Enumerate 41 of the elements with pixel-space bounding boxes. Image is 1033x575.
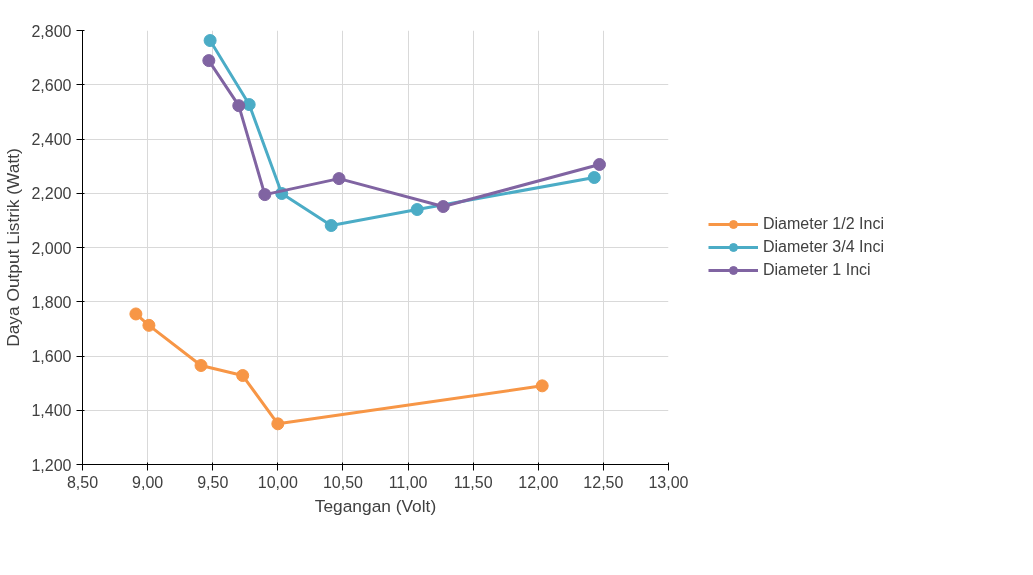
- point: [236, 369, 250, 383]
- x-tick-label: 9,00: [132, 473, 164, 491]
- point: [203, 34, 217, 48]
- x-tick-label: 9,50: [197, 473, 229, 491]
- x-tick-label: 12,50: [583, 473, 624, 491]
- x-tick-label: 13,00: [648, 473, 689, 491]
- y-tick-label: 1,800: [31, 293, 72, 311]
- point: [324, 219, 338, 233]
- point: [232, 99, 246, 113]
- point: [271, 417, 285, 431]
- point: [202, 54, 216, 68]
- point: [587, 171, 601, 185]
- point: [129, 307, 143, 321]
- point: [410, 203, 424, 217]
- legend-label: Diameter 1 Inci: [763, 261, 871, 279]
- x-axis-title: Tegangan (Volt): [314, 495, 437, 516]
- point: [242, 98, 256, 112]
- y-tick-label: 1,200: [31, 456, 72, 474]
- x-tick-label: 10,00: [257, 473, 298, 491]
- y-tick-label: 2,200: [31, 185, 72, 203]
- point: [194, 359, 208, 372]
- y-axis-title: Daya Output Listrik (Watt): [3, 148, 24, 347]
- x-tick-label: 8,50: [66, 473, 99, 491]
- point: [592, 158, 606, 171]
- legend-label: Diameter 1/2 Inci: [763, 215, 884, 233]
- y-tick-label: 1,600: [31, 348, 72, 365]
- y-tick-label: 2,600: [31, 76, 72, 94]
- y-tick-label: 2,400: [31, 131, 72, 148]
- x-tick-label: 11,50: [453, 473, 493, 491]
- x-tick-label: 10,50: [322, 473, 364, 491]
- y-tick-label: 2,000: [31, 239, 72, 257]
- point: [535, 379, 549, 393]
- y-tick-label: 2,800: [31, 22, 72, 40]
- point: [142, 318, 156, 332]
- legend-label: Diameter 3/4 Inci: [763, 238, 884, 256]
- point: [332, 172, 346, 186]
- y-tick-label: 1,400: [31, 402, 72, 420]
- point: [258, 188, 272, 202]
- point: [436, 200, 450, 214]
- x-tick-label: 11,00: [388, 473, 428, 491]
- x-tick-label: 12,00: [518, 473, 559, 491]
